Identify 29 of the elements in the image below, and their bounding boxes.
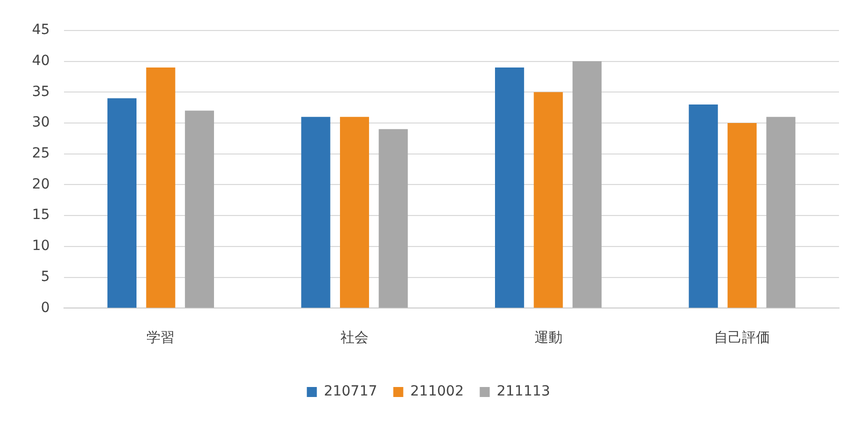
legend-label: 211113 — [496, 384, 550, 400]
y-tick-label: 15 — [32, 207, 50, 224]
y-tick-label: 40 — [32, 52, 50, 69]
bar — [572, 61, 602, 308]
bar — [766, 116, 796, 308]
legend-label: 210717 — [324, 384, 378, 400]
bar — [495, 67, 524, 308]
x-tick-label: 学習 — [146, 330, 175, 346]
bar — [378, 129, 408, 308]
y-tick-label: 25 — [32, 146, 50, 162]
bar — [728, 123, 757, 308]
x-tick-label: 運動 — [534, 330, 562, 346]
y-tick-label: 35 — [32, 84, 50, 100]
bar — [184, 110, 214, 308]
bar — [301, 116, 330, 308]
y-tick-label: 30 — [32, 114, 50, 131]
bar — [107, 98, 136, 308]
y-tick-label: 0 — [40, 300, 50, 316]
x-tick-label: 社会 — [340, 330, 369, 346]
y-tick-label: 10 — [32, 238, 50, 254]
bar — [688, 104, 718, 308]
y-tick-label: 20 — [32, 176, 50, 192]
bar — [340, 116, 370, 308]
bar — [534, 92, 563, 308]
y-tick-label: 45 — [32, 22, 50, 38]
legend-label: 211002 — [410, 384, 464, 400]
x-tick-label: 自己評価 — [714, 330, 770, 346]
bar — [146, 67, 176, 308]
y-tick-label: 5 — [40, 268, 50, 285]
